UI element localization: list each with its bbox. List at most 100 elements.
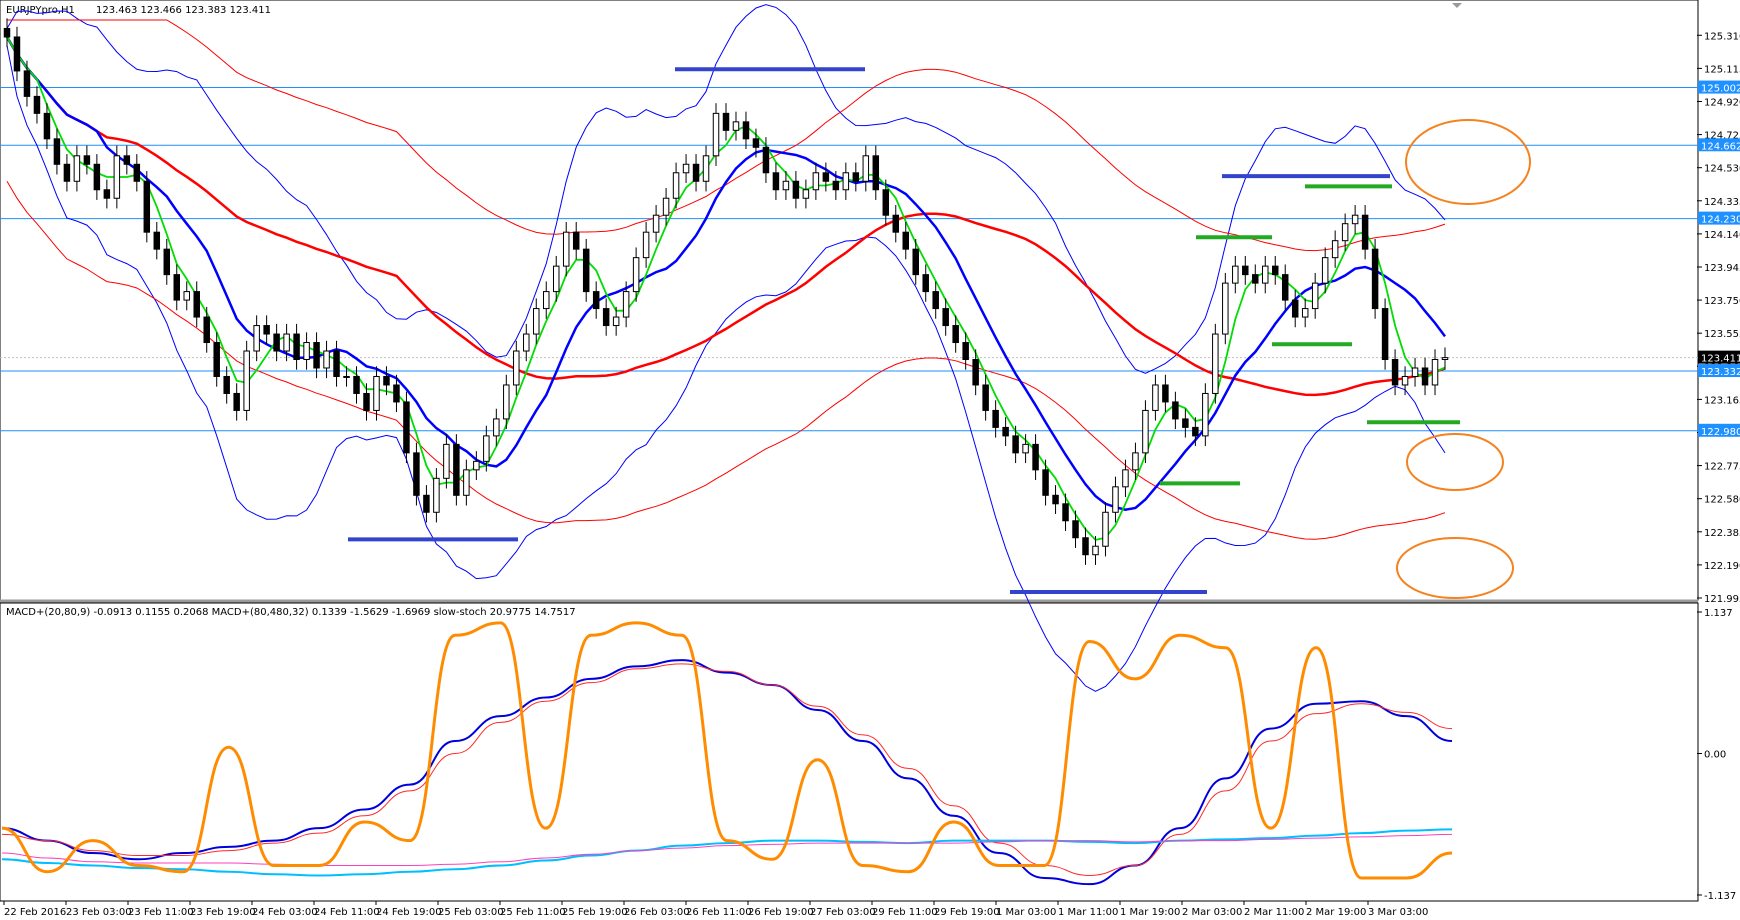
candle-body — [582, 248, 590, 293]
upper-red-band — [7, 19, 1446, 252]
level-tag — [1698, 364, 1740, 378]
candle-body — [153, 231, 161, 250]
candle-body — [952, 325, 959, 344]
candle-body — [852, 172, 860, 182]
time-tick-label: 24 Feb 03:00 — [252, 907, 318, 918]
candle-body — [602, 308, 610, 327]
lower-blue-band — [6, 45, 1446, 692]
time-tick-label: 1 Mar 03:00 — [996, 907, 1056, 918]
candle-body — [822, 172, 830, 182]
indicator-panel — [0, 602, 1699, 902]
candle-body — [433, 477, 440, 513]
candle-body — [1371, 248, 1379, 310]
price-tick-label: 123.750 — [1704, 296, 1740, 307]
candle-body — [1222, 282, 1229, 335]
current-price-tag — [1698, 350, 1740, 364]
candle-body — [273, 333, 280, 352]
time-tick-label: 25 Feb 03:00 — [438, 907, 504, 918]
price-tick-label: 125.115 — [1704, 64, 1740, 75]
candle-body — [912, 248, 919, 276]
candle-body — [143, 180, 151, 233]
price-tick-label: 122.385 — [1704, 528, 1740, 539]
candle-body — [503, 384, 510, 420]
indicator-line-1 — [1, 663, 1453, 876]
candle-body — [1212, 333, 1219, 394]
time-tick-label: 22 Feb 2016 — [4, 907, 66, 918]
candle-body — [1102, 511, 1109, 547]
time-tick-label: 29 Feb 19:00 — [934, 907, 1000, 918]
price-tick-label: 121.995 — [1704, 594, 1740, 605]
candle-body — [43, 112, 51, 140]
price-tick-label: 124.335 — [1704, 197, 1740, 208]
candle-body — [842, 172, 850, 191]
candle-body — [592, 291, 600, 310]
candle-body — [872, 155, 880, 191]
price-tick-label: 122.775 — [1704, 462, 1740, 473]
time-tick-label: 2 Mar 19:00 — [1306, 907, 1366, 918]
time-tick-label: 26 Feb 19:00 — [748, 907, 814, 918]
candle-body — [1092, 545, 1099, 556]
candle-body — [802, 189, 810, 199]
candle-body — [862, 155, 870, 182]
candle-body — [1232, 265, 1239, 284]
time-tick-label: 26 Feb 11:00 — [686, 907, 752, 918]
candle-body — [373, 375, 380, 411]
candle-body — [1172, 401, 1179, 420]
candle-body — [1401, 375, 1409, 386]
candle-body — [223, 375, 230, 394]
candle-body — [33, 95, 41, 114]
candle-body — [423, 494, 430, 513]
horizontal-levels: 125.002 124.662 124.230 123.332 122.980 123.4… — [0, 80, 1740, 438]
candle-body — [882, 189, 890, 216]
candle-body — [1291, 299, 1299, 318]
level-tag — [1698, 80, 1740, 94]
time-tick-label: 25 Feb 19:00 — [562, 907, 628, 918]
candle-body — [732, 121, 740, 131]
candle-body — [972, 359, 979, 386]
candle-body — [1361, 214, 1369, 250]
candle-body — [513, 350, 520, 386]
candle-body — [103, 189, 111, 199]
candle-body — [1262, 265, 1269, 284]
candle-body — [1411, 367, 1419, 377]
candle-body — [1351, 214, 1359, 225]
candle-body — [393, 384, 400, 403]
candle-body — [1112, 486, 1119, 513]
price-tick-label: 123.945 — [1704, 263, 1740, 274]
chart-menu-arrow-icon[interactable] — [1452, 3, 1462, 8]
level-tag-label: 122.980 — [1701, 427, 1740, 438]
annotations — [348, 67, 1531, 599]
candle-body — [193, 291, 200, 318]
orange-highlight-circle — [1406, 433, 1504, 491]
time-tick-label: 1 Mar 19:00 — [1120, 907, 1180, 918]
candle-body — [1311, 282, 1319, 310]
candle-body — [1252, 274, 1259, 284]
candle-body — [982, 384, 989, 411]
candle-body — [712, 112, 720, 157]
price-axis: 125.310 125.115 124.920 124.725 124.530 124.3… — [1697, 31, 1740, 605]
candle-body — [133, 163, 141, 182]
candle-body — [672, 172, 680, 199]
candle-body — [792, 180, 800, 199]
candle-body — [323, 350, 330, 369]
slow-ma-red — [5, 36, 1446, 397]
candle-body — [1281, 274, 1289, 301]
candle-body — [123, 155, 131, 165]
time-tick-label: 29 Feb 11:00 — [872, 907, 938, 918]
candle-body — [1012, 435, 1019, 454]
indicator-header: MACD+(20,80,9) -0.0913 0.1155 0.2068 MAC… — [6, 607, 576, 618]
candle-body — [1062, 503, 1069, 522]
candle-body — [3, 27, 11, 38]
time-tick-label: 26 Feb 03:00 — [624, 907, 690, 918]
candle-body — [353, 375, 360, 394]
candle-body — [1032, 443, 1039, 471]
price-tick-label: 123.165 — [1704, 395, 1740, 406]
candle-body — [1421, 367, 1429, 386]
candle-body — [83, 155, 91, 165]
candle-body — [1162, 384, 1169, 403]
candle-body — [992, 409, 999, 428]
candle-body — [642, 231, 650, 259]
candle-body — [413, 452, 420, 496]
candle-body — [543, 291, 550, 310]
price-tick-label: 124.530 — [1704, 164, 1740, 175]
